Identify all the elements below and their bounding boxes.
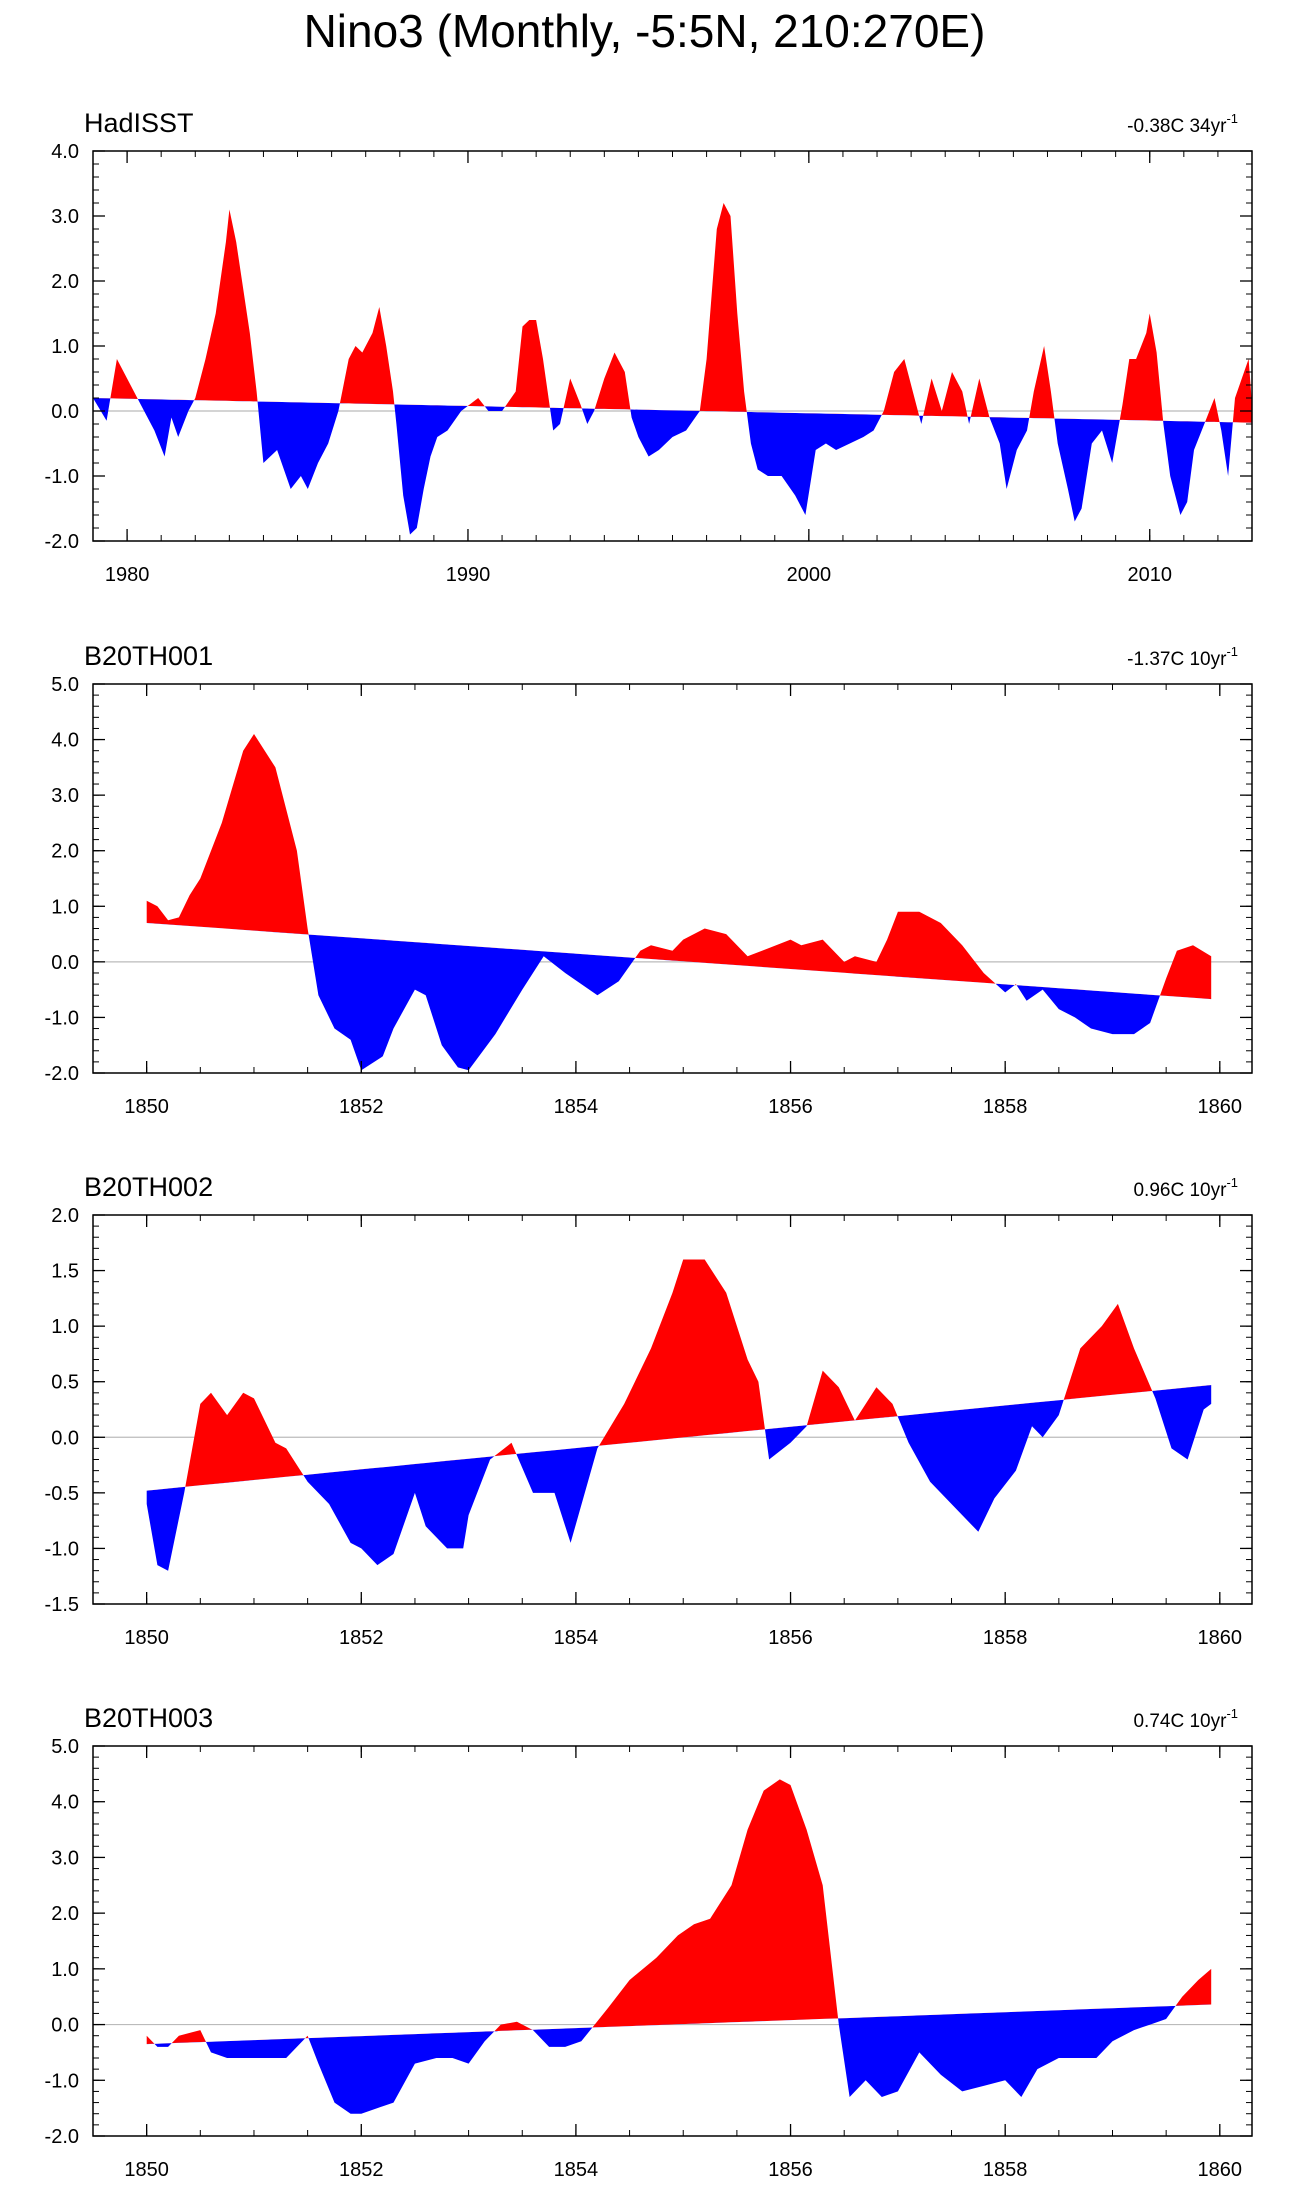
y-tick-label: 4.0 [51, 1792, 79, 1814]
y-tick-label: 3.0 [51, 206, 79, 228]
x-tick-label: 1854 [554, 1627, 599, 1649]
panel-frame [92, 683, 1253, 1074]
positive-anomaly-area [146, 1779, 1212, 2114]
negative-anomaly-area [93, 310, 1252, 535]
figure-title: Nino3 (Monthly, -5:5N, 210:270E) [303, 5, 986, 57]
y-tick-label: 2.0 [51, 1903, 79, 1925]
positive-anomaly-area [146, 734, 1212, 1071]
y-tick-label: -1.0 [45, 1007, 79, 1029]
negative-anomaly-group [93, 310, 1252, 535]
y-tick-label: -2.0 [45, 2126, 79, 2148]
y-tick-label: -1.5 [45, 1594, 79, 1616]
y-tick-label: 1.0 [51, 896, 79, 918]
panel-b20th002: -1.5 -1.0 -0.5 0.0 0.5 1.0 1.5 2.0 1850 1852 1854 1… [45, 1172, 1253, 1649]
y-tick-label: 5.0 [51, 674, 79, 696]
plot-area [93, 1779, 1252, 2114]
trend-label: 0.74C 10yr-1 [1133, 1706, 1238, 1732]
y-tick-label: 2.0 [51, 1205, 79, 1227]
x-tick-label: 1852 [339, 1096, 384, 1118]
y-tick-label: -1.0 [45, 1538, 79, 1560]
x-tick-label: 1850 [124, 1096, 169, 1118]
y-tick-label: 4.0 [51, 141, 79, 163]
panel-b20th001: -2.0 -1.0 0.0 1.0 2.0 3.0 4.0 5.0 1850 1852 1854 18… [45, 641, 1253, 1118]
panel-title: B20TH003 [84, 1703, 213, 1733]
y-tick-label: 3.0 [51, 1847, 79, 1869]
trend-label: -0.38C 34yr-1 [1127, 111, 1238, 137]
x-tick-label: 1860 [1198, 1096, 1243, 1118]
y-tick-label: 2.0 [51, 271, 79, 293]
x-tick-label: 1850 [124, 1627, 169, 1649]
x-tick-label: 1852 [339, 2159, 384, 2181]
x-tick-label: 1850 [124, 2159, 169, 2181]
x-tick-label: 1856 [768, 1627, 813, 1649]
trend-label-value: -1.37C 10yr [1127, 649, 1227, 670]
y-tick-label: 0.0 [51, 1427, 79, 1449]
x-tick-label: 1858 [983, 2159, 1028, 2181]
plot-area [93, 1259, 1252, 1571]
y-tick-label: 0.5 [51, 1372, 79, 1394]
plot-area [93, 203, 1252, 535]
panel-hadisst: -2.0 -1.0 0.0 1.0 2.0 3.0 4.0 1980 1990 2000 2010 H… [45, 108, 1253, 586]
x-tick-label: 1856 [768, 1096, 813, 1118]
x-tick-label: 1858 [983, 1096, 1028, 1118]
x-tick-label: 1860 [1198, 2159, 1243, 2181]
y-tick-label: -2.0 [45, 1063, 79, 1085]
x-tick-label: 1858 [983, 1627, 1028, 1649]
y-tick-label: 1.0 [51, 1316, 79, 1338]
x-tick-label: 1854 [554, 2159, 599, 2181]
x-tick-label: 2000 [787, 564, 832, 586]
y-tick-label: 5.0 [51, 1736, 79, 1758]
negative-anomaly-area [146, 734, 1212, 1071]
y-tick-label: 1.0 [51, 1959, 79, 1981]
x-tick-label: 1980 [105, 564, 150, 586]
trend-label-value: 0.74C 10yr [1133, 1711, 1227, 1732]
trend-label-value: 0.96C 10yr [1133, 1180, 1227, 1201]
trend-label-exponent: -1 [1226, 111, 1238, 126]
panel-frame [92, 1214, 1253, 1605]
y-tick-label: 3.0 [51, 785, 79, 807]
y-tick-label: -0.5 [45, 1483, 79, 1505]
panel-frame [92, 1745, 1253, 2137]
negative-anomaly-group [146, 734, 1212, 1071]
trend-label-exponent: -1 [1226, 644, 1238, 659]
positive-anomaly-group [146, 1779, 1212, 2114]
x-tick-label: 2010 [1127, 564, 1172, 586]
y-tick-label: -1.0 [45, 2070, 79, 2092]
y-tick-label: 4.0 [51, 730, 79, 752]
x-tick-label: 1854 [554, 1096, 599, 1118]
x-tick-label: 1860 [1198, 1627, 1243, 1649]
trend-label: 0.96C 10yr-1 [1133, 1175, 1238, 1201]
trend-label-value: -0.38C 34yr [1127, 116, 1227, 137]
panel-title: HadISST [84, 108, 194, 138]
y-tick-label: 1.5 [51, 1261, 79, 1283]
panel-title: B20TH001 [84, 641, 213, 671]
trend-label-exponent: -1 [1226, 1175, 1238, 1190]
positive-anomaly-group [146, 734, 1212, 1071]
x-tick-label: 1856 [768, 2159, 813, 2181]
y-tick-label: 0.0 [51, 2015, 79, 2037]
y-tick-label: -1.0 [45, 466, 79, 488]
y-tick-label: 1.0 [51, 336, 79, 358]
trend-label: -1.37C 10yr-1 [1127, 644, 1238, 670]
x-tick-label: 1852 [339, 1627, 384, 1649]
x-tick-label: 1990 [446, 564, 491, 586]
panel-title: B20TH002 [84, 1172, 213, 1202]
plot-area [93, 734, 1252, 1071]
panel-b20th003: -2.0 -1.0 0.0 1.0 2.0 3.0 4.0 5.0 1850 1852 1854 18… [45, 1703, 1253, 2181]
y-tick-label: -2.0 [45, 531, 79, 553]
y-tick-label: 2.0 [51, 841, 79, 863]
y-tick-label: 0.0 [51, 952, 79, 974]
y-tick-label: 0.0 [51, 401, 79, 423]
trend-label-exponent: -1 [1226, 1706, 1238, 1721]
